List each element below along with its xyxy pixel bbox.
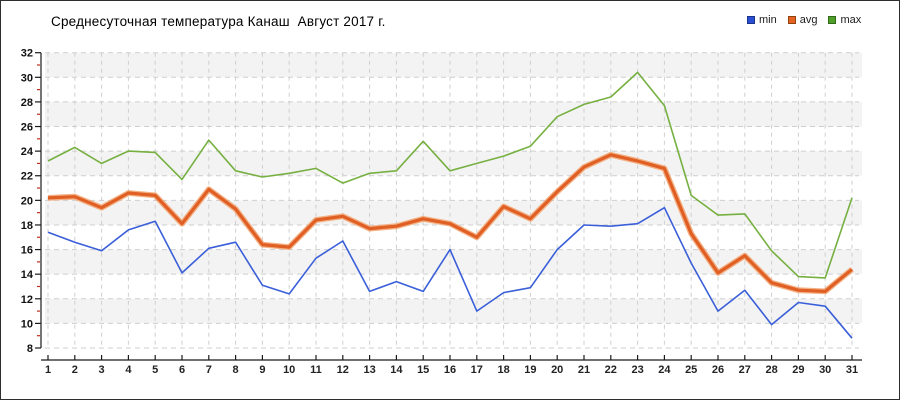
x-tick-label: 21 <box>578 364 590 376</box>
series-line-min <box>47 206 853 339</box>
x-tick-label: 19 <box>524 364 536 376</box>
plot-band <box>45 323 862 348</box>
x-tick-label: 13 <box>363 364 375 376</box>
x-tick-label: 14 <box>390 364 403 376</box>
x-tick-label: 7 <box>206 364 212 376</box>
series-line-avg <box>47 153 854 293</box>
x-tick-label: 17 <box>471 364 483 376</box>
x-tick-label: 26 <box>712 364 724 376</box>
x-tick-label: 31 <box>846 364 858 376</box>
legend-label-max: max <box>840 14 862 26</box>
y-tick-label: 22 <box>21 171 33 183</box>
plot-band <box>45 175 862 201</box>
x-tick-label: 22 <box>605 364 617 376</box>
legend-item-min: min <box>747 14 777 26</box>
x-tick-label: 15 <box>417 364 429 376</box>
x-tick-label: 5 <box>152 364 158 376</box>
x-tick-label: 8 <box>233 364 239 376</box>
plot-band <box>45 224 862 250</box>
legend-label-min: min <box>759 14 777 26</box>
x-tick-label: 23 <box>631 364 643 376</box>
x-tick-label: 27 <box>739 364 751 376</box>
x-tick-label: 16 <box>444 364 456 376</box>
x-tick-label: 24 <box>658 364 671 376</box>
max-series-swatch <box>828 16 837 24</box>
x-tick-label: 3 <box>99 364 105 376</box>
y-tick-label: 20 <box>21 195 33 207</box>
legend-item-avg: avg <box>787 14 818 26</box>
x-tick-label: 29 <box>792 364 804 376</box>
x-tick-label: 1 <box>45 364 51 376</box>
y-tick-label: 14 <box>21 269 34 281</box>
y-tick-label: 12 <box>21 294 33 306</box>
min-series-swatch <box>747 16 755 24</box>
plot-band <box>45 274 862 299</box>
series-line-max <box>47 71 853 279</box>
x-tick-label: 10 <box>283 364 295 376</box>
x-tick-label: 11 <box>310 364 322 376</box>
plot-band <box>45 151 862 176</box>
avg-series-swatch <box>787 16 796 24</box>
x-tick-label: 28 <box>765 364 777 376</box>
plot-band <box>45 101 862 127</box>
y-tick-label: 28 <box>21 97 33 109</box>
legend-item-max: max <box>828 14 861 26</box>
plot-band <box>45 298 862 324</box>
x-tick-label: 2 <box>72 364 78 376</box>
x-tick-label: 18 <box>497 364 509 376</box>
x-tick-label: 6 <box>179 364 185 376</box>
plot-band <box>45 77 862 102</box>
y-tick-label: 18 <box>21 220 33 232</box>
y-tick-label: 30 <box>21 72 33 84</box>
y-tick-label: 16 <box>21 245 33 257</box>
x-tick-label: 4 <box>125 364 132 376</box>
x-tick-label: 25 <box>685 364 697 376</box>
plot-band <box>45 52 862 78</box>
y-tick-label: 26 <box>21 122 33 134</box>
chart-title: Среднесуточная температура Канаш Август … <box>51 14 386 29</box>
y-tick-label: 24 <box>21 146 34 158</box>
legend-label-avg: avg <box>799 14 818 26</box>
x-tick-label: 9 <box>259 364 265 376</box>
x-tick-label: 20 <box>551 364 563 376</box>
legend: min avg max <box>747 14 861 26</box>
x-tick-label: 12 <box>337 364 349 376</box>
y-tick-label: 8 <box>27 343 33 355</box>
plot-band <box>45 126 862 152</box>
x-tick-label: 30 <box>819 364 831 376</box>
y-tick-label: 32 <box>21 48 33 60</box>
y-tick-label: 10 <box>21 318 33 330</box>
